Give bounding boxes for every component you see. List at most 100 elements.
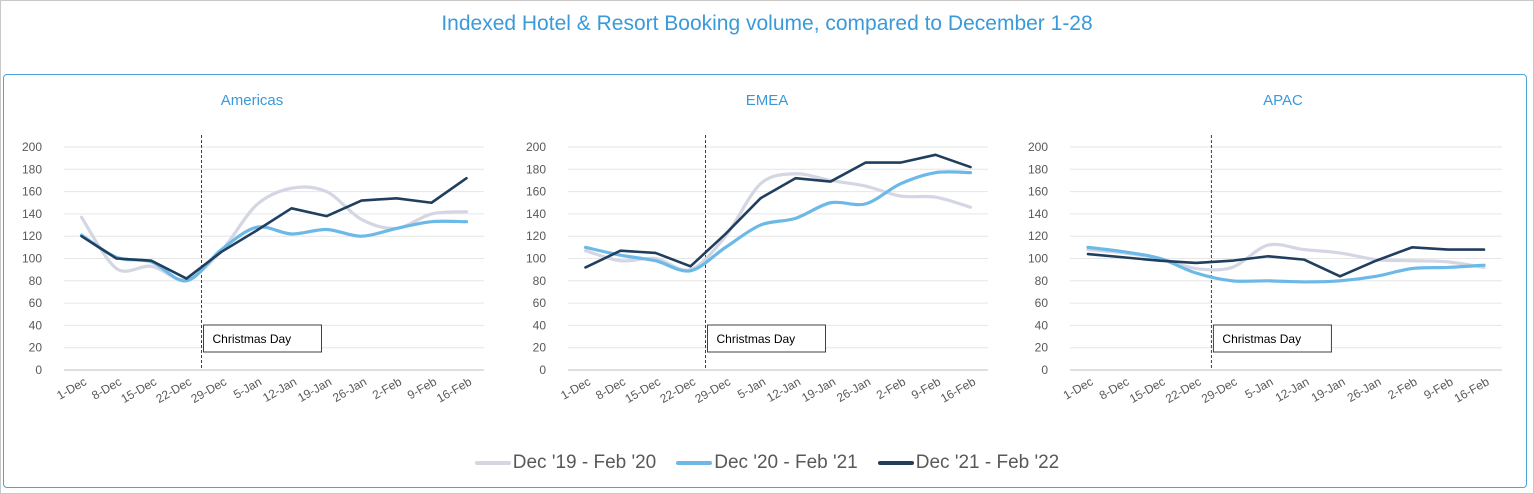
x-tick-label: 16-Feb — [434, 374, 474, 405]
series-line-2020 — [1086, 245, 1486, 284]
x-tick-label: 2-Feb — [370, 374, 404, 402]
x-tick-label: 19-Jan — [295, 374, 334, 404]
y-tick-label: 180 — [22, 162, 42, 176]
chart-title: Americas — [221, 92, 284, 109]
x-tick-label: 9-Feb — [405, 374, 439, 402]
series-line-2020 — [583, 170, 973, 273]
y-tick-label: 140 — [22, 207, 42, 221]
page-title: Indexed Hotel & Resort Booking volume, c… — [441, 12, 1093, 35]
legend-label-2020: Dec '20 - Feb '21 — [714, 452, 858, 473]
y-tick-label: 100 — [1028, 252, 1048, 266]
x-tick-label: 22-Dec — [1163, 374, 1204, 405]
x-tick-label: 1-Dec — [1061, 374, 1096, 402]
x-tick-label: 19-Jan — [799, 374, 838, 404]
x-tick-label: 22-Dec — [153, 374, 194, 405]
legend-swatch-2021 — [877, 461, 914, 465]
legend-item-2021: Dec '21 - Feb '22 — [877, 452, 1060, 474]
y-tick-label: 140 — [526, 207, 546, 221]
x-tick-label: 15-Dec — [118, 374, 159, 405]
y-tick-label: 120 — [526, 229, 546, 243]
x-tick-label: 15-Dec — [1127, 374, 1168, 405]
series-line-2021 — [1086, 246, 1486, 278]
legend-item-2019: Dec '19 - Feb '20 — [474, 452, 657, 474]
x-tick-label: 29-Dec — [692, 374, 733, 405]
christmas-annotation-label: Christmas Day — [717, 332, 796, 346]
y-tick-label: 100 — [22, 252, 42, 266]
y-tick-label: 100 — [526, 252, 546, 266]
x-tick-label: 22-Dec — [657, 374, 698, 405]
y-tick-label: 160 — [22, 185, 42, 199]
y-tick-label: 120 — [1028, 229, 1048, 243]
chart-americas: Americas 0 20 40 60 80 100 120 140 160 180 200 1-Dec… — [22, 92, 484, 406]
x-tick-label: 12-Jan — [260, 374, 299, 404]
x-tick-label: 8-Dec — [593, 374, 628, 402]
y-tick-label: 60 — [1035, 296, 1049, 310]
y-tick-label: 140 — [1028, 207, 1048, 221]
series-line-2020 — [79, 219, 469, 283]
y-tick-label: 200 — [1028, 140, 1048, 154]
legend-item-2020: Dec '20 - Feb '21 — [676, 452, 858, 474]
y-tick-label: 160 — [1028, 185, 1048, 199]
y-tick-label: 80 — [1035, 274, 1049, 288]
x-tick-label: 12-Jan — [1273, 374, 1312, 404]
x-tick-label: 26-Jan — [1345, 374, 1384, 404]
y-tick-label: 180 — [526, 162, 546, 176]
charts-panel — [3, 74, 1527, 488]
series-line-2021 — [584, 153, 972, 269]
y-tick-label: 80 — [533, 274, 547, 288]
series-line-2019 — [583, 172, 973, 272]
x-tick-label: 1-Dec — [54, 374, 89, 402]
legend-label-2019: Dec '19 - Feb '20 — [512, 452, 657, 473]
christmas-annotation-box — [203, 324, 322, 353]
x-tick-label: 19-Jan — [1309, 374, 1348, 404]
x-tick-label: 8-Dec — [89, 374, 124, 402]
chart-title: APAC — [1263, 92, 1303, 109]
legend: Dec '19 - Feb '20 Dec '20 - Feb '21 Dec … — [0, 452, 1534, 474]
x-tick-label: 1-Dec — [558, 374, 593, 402]
x-tick-label: 9-Feb — [1421, 374, 1455, 402]
christmas-annotation-box — [707, 324, 826, 353]
christmas-annotation-label: Christmas Day — [1222, 332, 1301, 346]
y-tick-label: 60 — [533, 296, 547, 310]
y-tick-label: 200 — [526, 140, 546, 154]
x-tick-label: 26-Jan — [834, 374, 873, 404]
chart-apac: APAC 0 20 40 60 80 100 120 140 160 180 200 1-Dec 8-De… — [1028, 92, 1502, 406]
y-tick-label: 200 — [22, 140, 42, 154]
series-line-2021 — [80, 176, 468, 280]
x-tick-label: 9-Feb — [909, 374, 943, 402]
x-tick-label: 2-Feb — [874, 374, 908, 402]
y-tick-label: 40 — [29, 318, 43, 332]
chart-title: EMEA — [746, 92, 789, 109]
y-tick-label: 20 — [533, 341, 547, 355]
y-tick-label: 40 — [533, 318, 547, 332]
x-tick-label: 5-Jan — [1242, 374, 1275, 401]
y-tick-label: 40 — [1035, 318, 1049, 332]
y-tick-label: 160 — [526, 185, 546, 199]
x-tick-label: 29-Dec — [1199, 374, 1240, 405]
y-tick-label: 120 — [22, 229, 42, 243]
y-tick-label: 20 — [29, 341, 43, 355]
x-tick-label: 16-Feb — [938, 374, 978, 405]
x-tick-label: 12-Jan — [764, 374, 803, 404]
y-tick-label: 80 — [29, 274, 43, 288]
x-tick-label: 5-Jan — [735, 374, 768, 401]
christmas-annotation-label: Christmas Day — [213, 332, 292, 346]
x-tick-label: 8-Dec — [1097, 374, 1132, 402]
christmas-annotation-box — [1212, 324, 1332, 353]
x-tick-label: 2-Feb — [1385, 374, 1419, 402]
y-tick-label: 0 — [35, 363, 42, 377]
y-tick-label: 180 — [1028, 162, 1048, 176]
legend-swatch-2020 — [676, 461, 713, 465]
legend-swatch-2019 — [474, 461, 511, 465]
y-tick-label: 20 — [1035, 341, 1049, 355]
legend-label-2021: Dec '21 - Feb '22 — [915, 452, 1060, 473]
x-tick-label: 16-Feb — [1452, 374, 1492, 405]
x-tick-label: 15-Dec — [622, 374, 663, 405]
x-tick-label: 29-Dec — [188, 374, 229, 405]
y-tick-label: 0 — [1041, 363, 1048, 377]
chart-emea: EMEA 0 20 40 60 80 100 120 140 160 180 200 1-Dec 8-De… — [526, 92, 988, 406]
y-tick-label: 60 — [29, 296, 43, 310]
x-tick-label: 5-Jan — [231, 374, 264, 401]
y-tick-label: 0 — [539, 363, 546, 377]
